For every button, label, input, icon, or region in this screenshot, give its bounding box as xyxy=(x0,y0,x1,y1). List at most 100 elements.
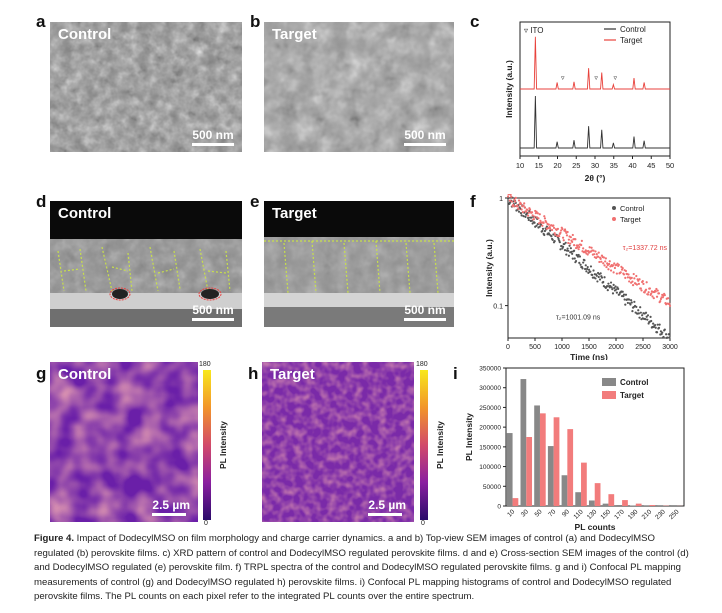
target-trpl-point xyxy=(574,238,577,241)
legend-label-target: Target xyxy=(620,36,643,45)
sem-title: Target xyxy=(272,205,317,222)
target-trpl-point xyxy=(543,217,547,220)
control-trpl-point xyxy=(599,272,602,275)
control-trpl-point xyxy=(543,233,546,237)
control-bar xyxy=(588,500,595,506)
control-trpl-point xyxy=(649,315,652,318)
xrd-chart: 10 15 20 25 30 35 40 45 50 2θ (°) Intensity (a.u.)… xyxy=(504,21,674,183)
sem-cross-control: Control 500 nm xyxy=(50,201,242,327)
target-trpl-point xyxy=(652,297,655,300)
control-trpl-point xyxy=(622,293,626,296)
target-trpl-point xyxy=(637,282,640,286)
control-trpl-point xyxy=(602,280,605,284)
target-trpl-point xyxy=(631,280,634,283)
x-tick-label: 15 xyxy=(535,161,543,170)
control-bar xyxy=(561,475,568,506)
y-axis-label: Intensity (a.u.) xyxy=(484,239,494,297)
target-trpl-point xyxy=(602,262,605,265)
target-bar xyxy=(649,505,656,506)
colorbar-control xyxy=(203,370,211,520)
void-marks xyxy=(112,289,219,299)
scale-bar: 500 nm xyxy=(192,303,234,321)
panel-h-letter: h xyxy=(248,364,259,383)
x-tick-label: 10 xyxy=(506,508,516,518)
target-trpl-point xyxy=(637,279,640,282)
sem-grain-texture xyxy=(264,22,454,152)
control-trpl-point xyxy=(598,278,602,281)
control-trpl-point xyxy=(626,301,629,305)
control-trpl-point xyxy=(637,309,640,312)
target-trpl-point xyxy=(615,272,618,275)
target-trpl-point xyxy=(643,291,646,294)
control-trpl-point xyxy=(541,229,544,233)
colorbar-min: 0 xyxy=(421,520,425,527)
target-trpl-point xyxy=(646,293,650,296)
pl-histogram-chart: 0 50000 100000 150000 200000 250000 300000 3500… xyxy=(464,366,685,530)
control-trpl-point xyxy=(597,275,600,279)
control-trpl-point xyxy=(586,265,589,269)
map-title: Control xyxy=(58,366,112,383)
control-trpl-point xyxy=(571,257,574,260)
target-trpl-point xyxy=(556,227,559,231)
control-trpl-point xyxy=(589,270,592,273)
target-trpl-point xyxy=(527,211,530,214)
target-trpl-point xyxy=(567,241,570,245)
x-tick-label: 10 xyxy=(516,161,524,170)
target-bar xyxy=(581,462,587,506)
control-trpl-point xyxy=(591,273,594,277)
target-trpl-point xyxy=(599,257,602,260)
target-trpl-point xyxy=(617,263,620,267)
target-trpl-point xyxy=(605,265,608,269)
control-trpl-point xyxy=(628,298,631,301)
control-trpl-point xyxy=(667,333,670,336)
control-trpl-point xyxy=(613,286,616,290)
target-trpl-point xyxy=(559,231,562,234)
panel-d-letter: d xyxy=(36,192,47,211)
control-trpl-point xyxy=(646,314,650,317)
target-trpl-point xyxy=(569,236,572,239)
target-trpl-point xyxy=(550,228,554,232)
grain-boundary-marks xyxy=(57,246,231,292)
target-trpl-point xyxy=(528,208,532,211)
ito-marker: ▿ xyxy=(613,75,617,82)
target-trpl-point xyxy=(572,244,576,247)
control-trpl-point xyxy=(666,336,669,339)
target-trpl-point xyxy=(619,271,622,274)
control-trpl-point xyxy=(606,289,609,292)
control-bar xyxy=(506,433,513,506)
target-trpl-point xyxy=(565,234,569,237)
panel-f-letter: f xyxy=(470,192,476,211)
y-tick-label: 1 xyxy=(499,196,503,203)
target-trpl-point xyxy=(597,251,600,254)
control-trpl-point xyxy=(581,267,584,270)
control-trpl-point xyxy=(557,237,560,240)
colorbar-target xyxy=(420,370,428,520)
control-trpl-point xyxy=(633,300,636,303)
ito-marker: ▿ xyxy=(594,75,598,82)
target-trpl-point xyxy=(592,249,595,252)
pl-map-texture xyxy=(50,362,198,522)
control-trpl-point xyxy=(563,249,567,252)
x-tick-label: 2000 xyxy=(608,344,624,351)
control-trpl-point xyxy=(566,247,569,250)
control-trpl-point xyxy=(570,250,573,253)
target-trpl-point xyxy=(645,281,648,284)
x-tick-label: 150 xyxy=(599,508,612,521)
control-trpl-point xyxy=(629,303,632,306)
target-trpl-point xyxy=(661,296,664,299)
target-bar xyxy=(622,500,628,506)
target-trpl-point xyxy=(510,200,513,203)
legend-label-target: Target xyxy=(620,215,642,224)
scale-bar: 500 nm xyxy=(404,303,446,321)
y-tick-label: 0 xyxy=(497,504,501,511)
control-trpl-point xyxy=(654,326,657,329)
target-trpl-point xyxy=(561,227,564,231)
x-tick-label: 230 xyxy=(654,508,667,521)
target-trpl-point xyxy=(521,211,525,214)
control-trpl-point xyxy=(585,270,588,273)
target-trpl-point xyxy=(533,215,536,218)
x-tick-label: 50 xyxy=(666,161,674,170)
target-trpl-point xyxy=(549,227,552,230)
target-trpl-point xyxy=(514,200,517,203)
x-tick-label: 1000 xyxy=(554,344,570,351)
